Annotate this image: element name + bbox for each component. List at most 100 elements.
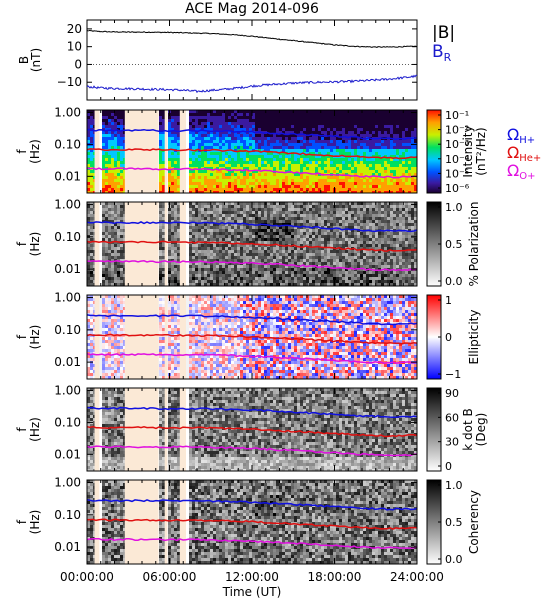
- intensity-y-tick-label-0: 1.00: [54, 106, 81, 120]
- kdotb-y-tick-label-2: 0.01: [54, 447, 81, 461]
- intensity-cells: [87, 110, 417, 193]
- ellipticity-panel: 1.00 0.10 0.01 f (Hz) 1 0 −1 Ellipticity: [15, 291, 481, 381]
- field-y-tick-label-1: 0: [74, 57, 82, 71]
- ellipticity-colorbar-tick-label-0: 1: [445, 294, 452, 307]
- ellipticity-y-tick-label-0: 1.00: [54, 291, 81, 305]
- legend-br: BR: [432, 42, 452, 64]
- kdotb-gyro-line-he_plus: [86, 425, 418, 438]
- intensity-gyro-line-h_plus: [86, 128, 418, 141]
- field-y-tick-label-2: 10: [67, 40, 82, 54]
- x-tick-label-4: 24:00:00: [390, 570, 444, 584]
- coherency-data-gap-2: [164, 480, 168, 564]
- ellipticity-y-label-1: (Hz): [28, 325, 42, 350]
- intensity-data-gap-2: [164, 110, 168, 193]
- intensity-data-gap-1: [124, 110, 159, 193]
- x-tick-label-3: 18:00:00: [308, 570, 362, 584]
- ellipticity-y-tick-label-2: 0.01: [54, 355, 81, 369]
- polarization-gyro-line-h_plus: [86, 221, 418, 233]
- coherency-gyro-line-o_plus: [86, 537, 418, 549]
- coherency-gyro-line-he_plus: [86, 518, 418, 530]
- polarization-colorbar-tick-label-1: 0.5: [445, 238, 463, 251]
- intensity-data-gap-0: [94, 110, 100, 193]
- coherency-y-tick-label-1: 0.10: [54, 508, 81, 522]
- field-y-label-0: B: [17, 56, 31, 64]
- coherency-colorbar-tick-label-0: 1.0: [445, 479, 463, 492]
- polarization-y-tick-label-2: 0.01: [54, 262, 81, 276]
- intensity-y-label-0: f: [15, 149, 29, 154]
- coherency-data-gap-3: [179, 480, 186, 564]
- kdotb-colorbar-label-1: (Deg): [474, 413, 488, 447]
- x-axis-label: Time (UT): [222, 585, 282, 599]
- kdotb-data-gap-1: [124, 388, 159, 471]
- polarization-data-gap-1: [124, 202, 159, 286]
- polarization-panel: 1.00 0.10 0.01 f (Hz) 1.0 0.5 0.0 % Polarization: [15, 198, 481, 288]
- kdotb-colorbar-tick-label-2: 30: [445, 436, 459, 449]
- kdotb-y-label-1: (Hz): [28, 417, 42, 442]
- x-axis: 00:00:00 06:00:00 12:00:00 18:00:00 24:0…: [60, 570, 444, 599]
- intensity-colorbar-tick-label-1: 10⁻²: [445, 124, 469, 137]
- coherency-y-tick-label-2: 0.01: [54, 540, 81, 554]
- ellipticity-colorbar-label-0: Ellipticity: [467, 310, 481, 365]
- intensity-colorbar-tick-label-2: 10⁻³: [445, 138, 469, 151]
- ellipticity-data-gap-2: [164, 295, 168, 379]
- x-tick-label-1: 06:00:00: [143, 570, 197, 584]
- intensity-gyro-line-he_plus: [86, 148, 418, 160]
- legend-b-magnitude: |B|: [432, 23, 455, 43]
- ellipticity-gyro-line-he_plus: [86, 333, 418, 345]
- x-tick-label-2: 12:00:00: [225, 570, 279, 584]
- polarization-y-tick-label-1: 0.10: [54, 230, 81, 244]
- ellipticity-colorbar-tick-label-1: 0: [445, 331, 452, 344]
- polarization-data-gap-3: [179, 202, 186, 286]
- polarization-data-gap-2: [164, 202, 168, 286]
- ellipticity-colorbar-tick-label-2: −1: [445, 368, 461, 381]
- ellipticity-data-gap-1: [124, 295, 159, 379]
- polarization-colorbar-tick-label-2: 0.0: [445, 275, 463, 288]
- intensity-y-tick-label-1: 0.10: [54, 137, 81, 151]
- kdotb-data-gap-2: [164, 388, 168, 471]
- ellipticity-data-gap-0: [94, 295, 100, 379]
- series-br-line: [86, 74, 418, 94]
- intensity-data-gap-3: [179, 110, 186, 193]
- coherency-panel: 1.00 0.10 0.01 f (Hz) 1.0 0.5 0.0 Coherency: [15, 476, 481, 566]
- polarization-y-label-0: f: [15, 241, 29, 246]
- coherency-colorbar-tick-label-2: 0.0: [445, 553, 463, 566]
- kdotb-cells: [87, 388, 417, 471]
- ellipticity-gyro-line-o_plus: [86, 352, 418, 365]
- intensity-panel: 1.00 0.10 0.01 f (Hz) 10⁻¹ 10⁻²10⁻³ 10⁻⁴10⁻⁵ 10⁻…: [15, 106, 541, 195]
- kdotb-colorbar-label-0: k dot B: [461, 408, 475, 450]
- polarization-y-tick-label-0: 1.00: [54, 198, 81, 212]
- intensity-colorbar-label-1: (nT²/Hz): [474, 127, 488, 175]
- coherency-y-tick-label-0: 1.00: [54, 476, 81, 490]
- ellipticity-y-label-0: f: [15, 334, 29, 339]
- coherency-data-gap-1: [124, 480, 159, 564]
- kdotb-y-tick-label-1: 0.10: [54, 415, 81, 429]
- kdotb-data-gap-3: [179, 388, 186, 471]
- intensity-colorbar-label-0: Intensity: [461, 125, 475, 177]
- intensity-colorbar-tick-label-3: 10⁻⁴: [445, 153, 470, 166]
- coherency-y-label-0: f: [15, 519, 29, 524]
- series-b-magnitude-line: [86, 29, 418, 48]
- kdotb-colorbar-tick-label-0: 90: [445, 387, 459, 400]
- polarization-gyro-line-o_plus: [86, 260, 418, 272]
- legend-gyro-0: ΩH+: [507, 125, 535, 146]
- ellipticity-y-tick-label-1: 0.10: [54, 323, 81, 337]
- polarization-data-gap-0: [94, 202, 100, 286]
- polarization-cells: [87, 202, 417, 286]
- intensity-colorbar-tick-label-5: 10⁻⁶: [445, 182, 470, 195]
- polarization-colorbar-label-0: % Polarization: [467, 202, 481, 287]
- intensity-y-label-1: (Hz): [28, 139, 42, 164]
- coherency-colorbar-tick-label-1: 0.5: [445, 516, 463, 529]
- field-y-tick-label-0: −10: [57, 75, 82, 89]
- ellipticity-data-gap-3: [179, 295, 186, 379]
- coherency-colorbar-label-0: Coherency: [467, 490, 481, 554]
- kdotb-colorbar-tick-label-3: 0: [445, 460, 452, 473]
- field-y-tick-label-3: 20: [67, 22, 82, 36]
- legend-gyro-2: ΩO+: [507, 161, 535, 182]
- intensity-y-tick-label-2: 0.01: [54, 169, 81, 183]
- intensity-colorbar: [426, 109, 442, 194]
- polarization-colorbar-tick-label-0: 1.0: [445, 201, 463, 214]
- kdotb-panel: 1.00 0.10 0.01 f (Hz) 90 60 30 0 k dot B (Deg): [15, 384, 488, 473]
- polarization-gyro-line-he_plus: [86, 240, 418, 252]
- intensity-colorbar-tick-label-4: 10⁻⁵: [445, 167, 469, 180]
